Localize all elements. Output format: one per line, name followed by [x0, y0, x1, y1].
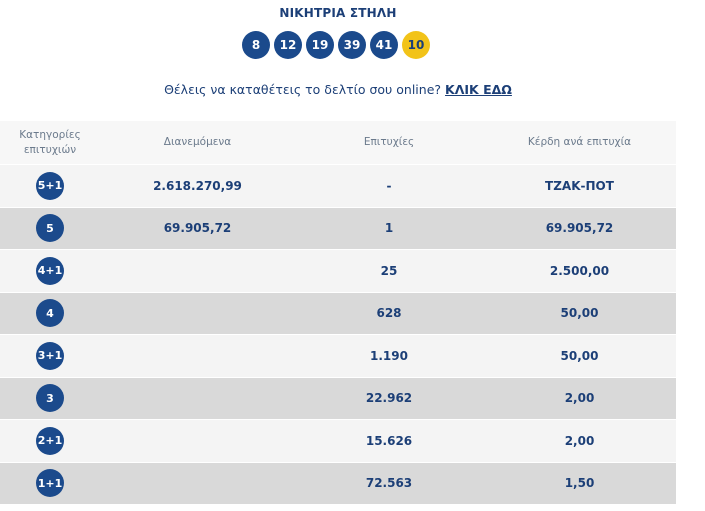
- number-ball: 39: [338, 31, 366, 59]
- header-category-line1: Κατηγορίες: [19, 128, 81, 141]
- prize-cell: ΤΖΑΚ-ΠΟΤ: [545, 178, 614, 193]
- number-ball: 12: [274, 31, 302, 59]
- winning-numbers: 8 12 19 39 41 10: [242, 31, 430, 59]
- table-header: Κατηγορίες επιτυχιών Διανεμόμενα Επιτυχί…: [0, 121, 676, 164]
- winners-cell: 25: [380, 263, 398, 278]
- table-row: 3 22.962 2,00: [0, 376, 676, 419]
- online-prompt-text: Θέλεις να καταθέτεις το δελτίο σου onlin…: [164, 82, 442, 97]
- header-winners: Επιτυχίες: [363, 136, 415, 148]
- number-ball: 19: [306, 31, 334, 59]
- number-ball: 41: [370, 31, 398, 59]
- category-badge: 4+1: [36, 256, 64, 285]
- prize-cell: 2.500,00: [549, 263, 610, 278]
- table-row: 5 69.905,72 1 69.905,72: [0, 206, 676, 249]
- category-badge: 3: [36, 384, 64, 413]
- prize-cell: 69.905,72: [545, 221, 614, 236]
- winning-column-title: ΝΙΚΗΤΡΙΑ ΣΤΗΛΗ: [279, 6, 397, 20]
- number-ball: 8: [242, 31, 270, 59]
- winners-cell: 628: [376, 306, 402, 321]
- winners-cell: 1.190: [370, 348, 408, 363]
- prize-cell: 2,00: [564, 433, 595, 448]
- joker-ball: 10: [402, 31, 430, 59]
- table-row: 4+1 25 2.500,00: [0, 249, 676, 292]
- winners-cell: -: [386, 178, 392, 193]
- prize-cell: 50,00: [560, 348, 599, 363]
- winners-cell: 15.626: [365, 433, 413, 448]
- table-row: 3+1 1.190 50,00: [0, 334, 676, 377]
- prize-cell: 50,00: [560, 306, 599, 321]
- header-prize: Κέρδη ανά επιτυχία: [527, 136, 632, 148]
- prize-cell: 2,00: [564, 391, 595, 406]
- results-table: Κατηγορίες επιτυχιών Διανεμόμενα Επιτυχί…: [0, 121, 676, 504]
- table-row: 5+1 2.618.270,99 - ΤΖΑΚ-ΠΟΤ: [0, 164, 676, 207]
- category-badge: 3+1: [36, 341, 64, 370]
- category-badge: 5: [36, 214, 64, 243]
- distributed-cell: 69.905,72: [163, 221, 232, 236]
- header-distributed: Διανεμόμενα: [163, 136, 232, 148]
- header-category-line2: επιτυχιών: [23, 143, 77, 156]
- online-prompt: Θέλεις να καταθέτεις το δελτίο σου onlin…: [0, 82, 676, 97]
- table-row: 4 628 50,00: [0, 291, 676, 334]
- winners-cell: 72.563: [365, 476, 413, 491]
- category-badge: 5+1: [36, 171, 64, 200]
- category-badge: 1+1: [36, 469, 64, 498]
- category-badge: 2+1: [36, 426, 64, 455]
- distributed-cell: 2.618.270,99: [153, 178, 242, 193]
- table-row: 2+1 15.626 2,00: [0, 419, 676, 462]
- category-badge: 4: [36, 299, 64, 328]
- winners-cell: 1: [384, 221, 394, 236]
- click-here-link[interactable]: ΚΛΙΚ ΕΔΩ: [445, 82, 512, 97]
- table-row: 1+1 72.563 1,50: [0, 461, 676, 504]
- winners-cell: 22.962: [365, 391, 413, 406]
- header-category: Κατηγορίες επιτυχιών: [0, 128, 100, 158]
- prize-cell: 1,50: [564, 476, 595, 491]
